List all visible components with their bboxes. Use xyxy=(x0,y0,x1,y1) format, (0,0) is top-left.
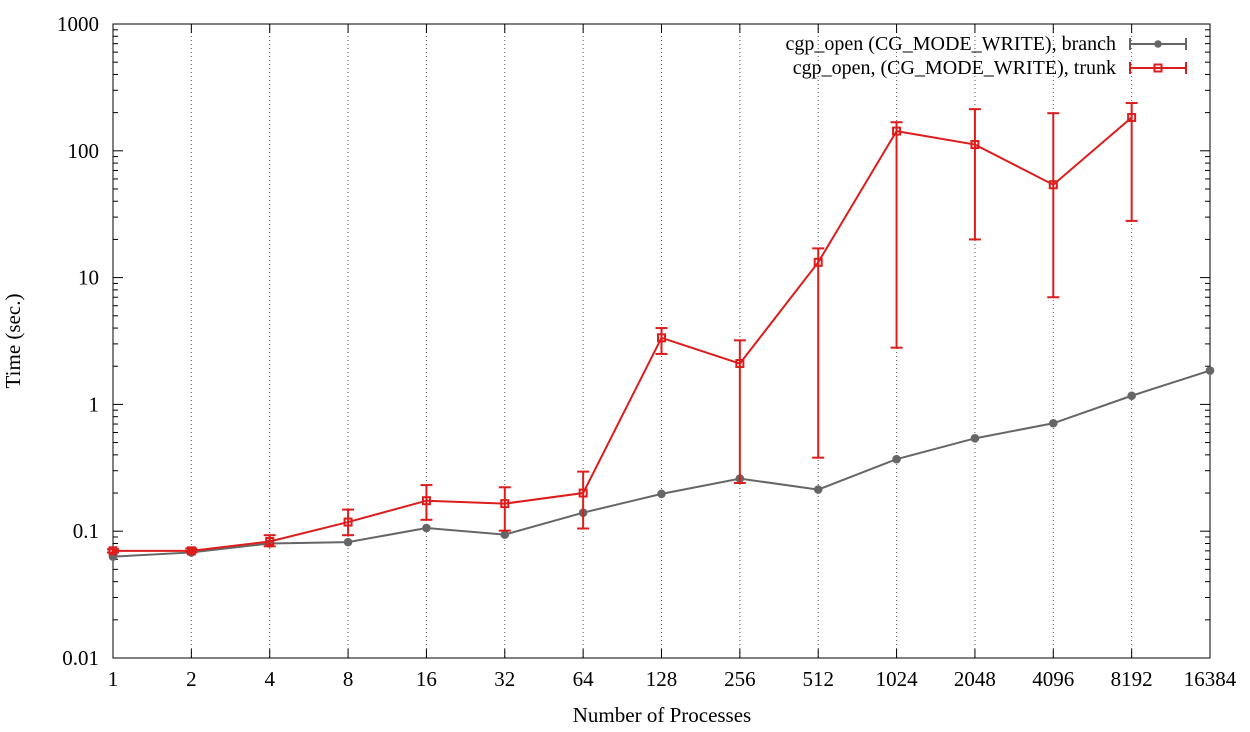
x-tick-label: 16 xyxy=(416,667,437,691)
data-point xyxy=(578,488,588,498)
data-point xyxy=(265,536,275,546)
data-point xyxy=(421,496,431,506)
legend-label: cgp_open, (CG_MODE_WRITE), trunk xyxy=(793,57,1116,79)
data-point xyxy=(1127,391,1136,401)
axes-layer: 1 2 4 8 16 32 64 128 256 512 1024 2048 4096 8192 16384… xyxy=(57,12,1237,691)
data-point xyxy=(108,546,118,556)
data-point xyxy=(1205,366,1215,375)
data-point xyxy=(343,517,353,527)
x-tick-label: 8192 xyxy=(1111,667,1153,691)
x-tick-label: 8 xyxy=(343,667,354,691)
legend: cgp_open (CG_MODE_WRITE), branchcgp_open… xyxy=(786,33,1187,79)
data-point xyxy=(500,499,510,509)
series-square xyxy=(107,102,1138,556)
data-point xyxy=(657,489,666,499)
x-tick-label: 128 xyxy=(646,667,678,691)
data-point xyxy=(892,126,902,136)
x-tick-label: 1024 xyxy=(876,667,919,691)
x-tick-label: 4 xyxy=(264,667,275,691)
data-point xyxy=(970,434,980,443)
data-point xyxy=(813,257,823,267)
legend-entry: cgp_open, (CG_MODE_WRITE), trunk xyxy=(793,57,1187,79)
x-tick-label: 512 xyxy=(802,667,834,691)
series-circle xyxy=(108,366,1215,561)
x-axis-title: Number of Processes xyxy=(573,703,751,727)
data-point xyxy=(970,140,980,150)
x-tick-label: 1 xyxy=(108,667,119,691)
x-tick-label: 16384 xyxy=(1184,667,1237,691)
series-layer xyxy=(107,102,1215,561)
data-point xyxy=(422,523,431,533)
x-tick-label: 64 xyxy=(573,667,595,691)
y-tick-label: 0.1 xyxy=(73,519,99,543)
data-point xyxy=(186,546,196,556)
legend-marker xyxy=(1154,40,1162,48)
data-point xyxy=(657,333,666,343)
y-axis-title: Time (sec.) xyxy=(1,294,25,389)
x-tick-label: 2048 xyxy=(954,667,996,691)
y-tick-label: 1 xyxy=(89,392,100,416)
legend-marker xyxy=(1153,63,1163,73)
legend-label: cgp_open (CG_MODE_WRITE), branch xyxy=(786,33,1116,55)
data-point xyxy=(735,359,745,369)
y-tick-label: 0.01 xyxy=(62,646,99,670)
x-tick-label: 2 xyxy=(186,667,197,691)
y-tick-label: 100 xyxy=(68,139,100,163)
series-line xyxy=(113,116,1133,552)
data-point xyxy=(1048,180,1058,190)
x-tick-label: 32 xyxy=(494,667,515,691)
data-point xyxy=(1127,113,1137,123)
y-tick-label: 1000 xyxy=(57,12,99,36)
x-tick-label: 4096 xyxy=(1032,667,1074,691)
data-point xyxy=(813,485,823,494)
data-point xyxy=(1048,418,1058,428)
data-point xyxy=(343,537,353,547)
data-point xyxy=(500,530,510,539)
x-tick-label: 256 xyxy=(724,667,756,691)
legend-entry: cgp_open (CG_MODE_WRITE), branch xyxy=(786,33,1187,55)
data-point xyxy=(892,454,901,464)
y-tick-label: 10 xyxy=(78,266,99,290)
